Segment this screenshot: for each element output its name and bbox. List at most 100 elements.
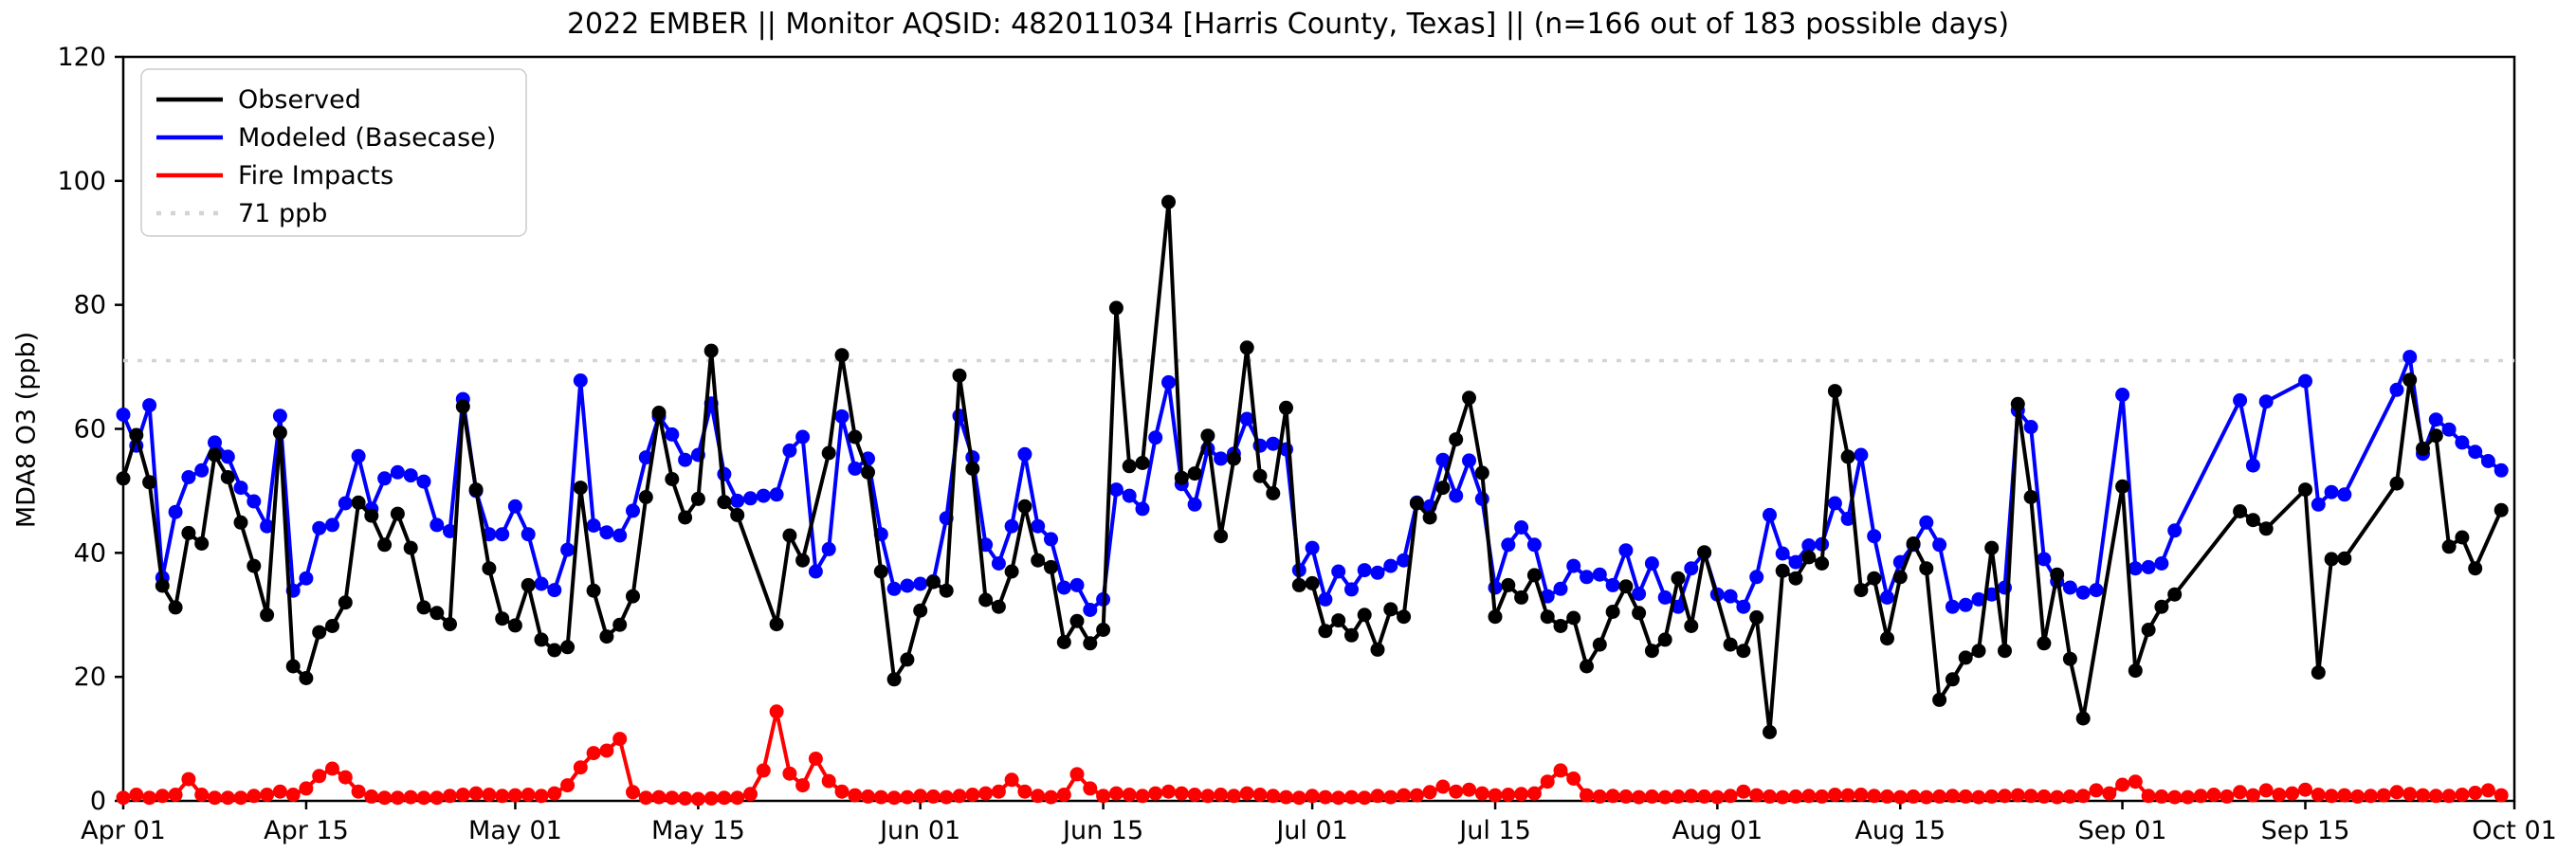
data-point [1984,540,2000,555]
data-point [1214,788,1229,802]
data-point [1958,597,1973,612]
data-point [560,542,575,557]
data-point [208,790,222,806]
data-point [2023,420,2038,434]
data-point [1514,590,1529,605]
data-point [142,398,157,413]
data-point [2141,789,2156,804]
data-point [1984,789,2000,804]
data-point [1736,599,1751,614]
data-point [2023,789,2038,804]
data-point [2245,513,2260,528]
data-point [730,493,745,508]
data-point [1096,623,1111,637]
data-point [1880,590,1894,605]
data-point [2220,789,2235,804]
data-point [1083,603,1098,617]
data-point [155,578,170,593]
data-point [834,348,850,363]
data-point [247,494,262,509]
data-point [377,471,393,486]
data-point [377,537,393,553]
data-point [1580,788,1594,803]
data-point [2389,785,2404,800]
data-point [272,425,287,440]
data-point [2350,789,2366,804]
data-point [2258,521,2274,536]
data-point [848,788,863,803]
data-point [2115,479,2130,494]
data-point [1031,789,1046,804]
data-point [1331,613,1346,628]
data-point [808,752,823,766]
data-point [2075,789,2091,804]
data-point [638,490,653,504]
data-point [1657,789,1672,805]
data-point [991,556,1006,571]
data-point [2416,441,2430,456]
y-tick-label: 120 [57,43,106,72]
data-point [1383,789,1398,805]
data-point [2468,561,2483,576]
data-point [1971,591,1986,607]
data-point [1840,511,1855,526]
data-point [756,763,771,778]
data-point [2494,463,2509,478]
data-point [1775,789,1790,805]
data-point [638,450,653,465]
data-point [2494,502,2509,517]
data-point [1840,788,1855,803]
data-point [299,671,314,685]
x-tick-label: Jul 01 [1274,816,1348,845]
data-point [2402,372,2418,388]
data-point [1553,763,1568,778]
data-point [1840,449,1855,464]
data-point [1214,451,1229,466]
data-point [900,578,915,593]
data-point [495,789,510,804]
data-point [1291,790,1306,806]
data-point [1474,465,1489,481]
data-point [1344,627,1359,643]
data-point [2245,788,2260,803]
data-point [1318,591,1333,607]
data-point [1161,784,1176,799]
y-tick-label: 100 [57,167,106,196]
data-point [861,464,875,480]
data-point [848,429,863,445]
data-point [1684,619,1699,633]
data-point [1553,581,1568,596]
data-point [1069,767,1085,782]
data-point [1657,632,1672,647]
data-point [730,790,745,806]
series-line-fire-impacts [122,711,2502,802]
data-point [638,790,653,806]
data-point [769,704,784,719]
data-point [338,496,353,511]
data-point [1200,428,1215,444]
data-point [1514,520,1529,535]
data-point [612,617,628,632]
data-point [2402,787,2418,802]
data-point [1592,567,1607,582]
data-point [1892,789,1908,805]
data-point [1632,789,1647,805]
data-point [560,778,575,793]
data-point [1083,636,1098,651]
data-point [1122,488,1137,503]
data-point [2311,497,2326,512]
legend-label: 71 ppb [238,199,327,228]
x-tick-label: Aug 01 [1672,816,1763,845]
y-axis: 0 20 40 60 80 100 120 [57,43,123,816]
data-point [1135,501,1150,517]
data-point [586,518,601,533]
data-point [1580,659,1594,674]
data-point [1605,605,1620,619]
data-point [2010,788,2025,803]
data-point [1867,529,1882,544]
data-point [534,576,549,591]
data-point [821,445,836,461]
series-observed [116,194,2509,739]
data-point [1305,575,1320,590]
